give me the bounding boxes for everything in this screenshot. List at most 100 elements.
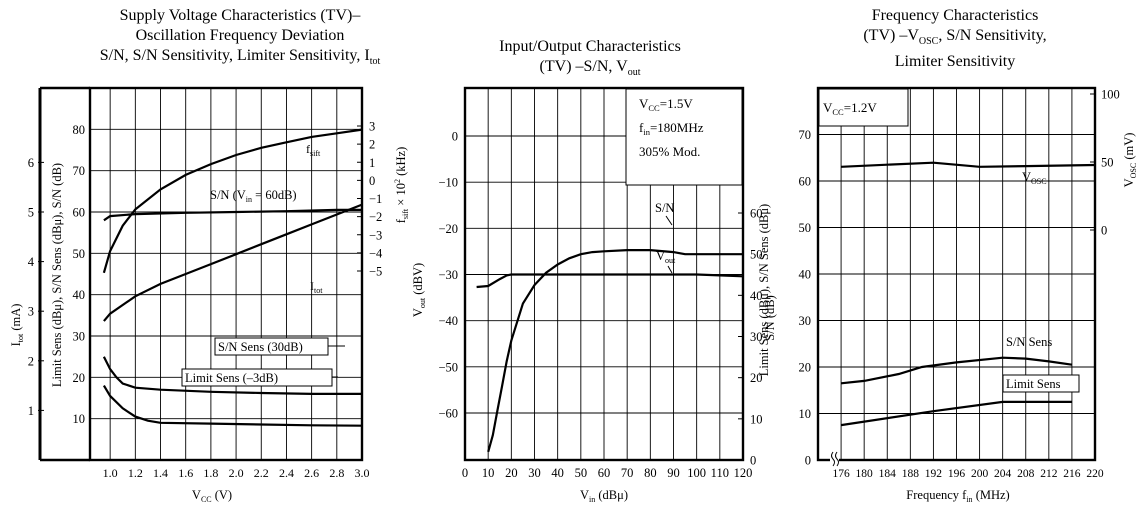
chart3-curves xyxy=(840,161,1096,427)
chart3-label-limsens: Limit Sens xyxy=(1006,377,1061,391)
chart3-ytick-label-left: 30 xyxy=(799,314,812,328)
chart2-xtick-label: 50 xyxy=(575,466,588,480)
chart1-itot-curve xyxy=(103,203,363,322)
chart2-title-line2: (TV) –S/N, Vout xyxy=(539,58,641,79)
chart3-ytick-label-vosc: 50 xyxy=(1101,156,1114,170)
chart2-xtick-label: 80 xyxy=(644,466,657,480)
chart3-xtick-label: 204 xyxy=(994,468,1012,480)
chart2-ytick-label-vout: −60 xyxy=(438,407,458,421)
chart2-label-vout: Vout xyxy=(656,249,676,265)
chart1-fsift-tick-label: −2 xyxy=(369,210,382,224)
chart2-xtick-label: 120 xyxy=(734,466,753,480)
chart2-plot-frame xyxy=(463,86,745,462)
chart3-xlabel: Frequency fin (MHz) xyxy=(906,488,1009,504)
chart1-xtick-label: 1.6 xyxy=(178,466,193,480)
chart2-ytick-label-vout: −40 xyxy=(438,314,458,328)
chart3-ytick-label-vosc: 0 xyxy=(1101,224,1107,238)
chart1-fsift-tick-label: 1 xyxy=(369,156,375,170)
chart3-ytick-label-left: 20 xyxy=(799,361,812,375)
chart3-xtick-label: 216 xyxy=(1063,468,1081,480)
chart1-xtick-label: 2.4 xyxy=(279,466,294,480)
chart1-db-tick-label: 80 xyxy=(73,123,86,137)
chart2-ytick-label-sn: 20 xyxy=(750,371,763,385)
chart2-ytick-label-sn: 0 xyxy=(750,454,756,468)
chart2-ytick-label-vout: −20 xyxy=(438,222,458,236)
chart2-ylabel-sn: S/N (dB) xyxy=(763,295,777,341)
chart2-ytick-label-sn: 10 xyxy=(750,412,763,426)
chart1-db-tick-label: 50 xyxy=(73,247,86,261)
chart2-title-line1: Input/Output Characteristics xyxy=(499,38,681,55)
chart1-xtick-label: 1.8 xyxy=(203,466,218,480)
chart3-label-snsens: S/N Sens xyxy=(1006,335,1052,349)
chart1-db-tick-label: 60 xyxy=(73,206,86,220)
chart1-xtick-label: 2.2 xyxy=(254,466,269,480)
chart2-xtick-label: 70 xyxy=(621,466,634,480)
chart2-xtick-label: 100 xyxy=(687,466,706,480)
chart3-title-line2: (TV) –VOSC, S/N Sensitivity, xyxy=(863,27,1047,48)
chart1-fsift-tick-label: −4 xyxy=(369,246,383,260)
chart1-ylabel-db: Limit Sens (dBμ), S/N Sens (dBμ), S/N (d… xyxy=(50,163,64,387)
chart3-xtick-label: 192 xyxy=(925,468,943,480)
chart1-xtick-label: 1.0 xyxy=(103,466,118,480)
chart3-cond-vcc: VCC=1.2V xyxy=(823,100,877,117)
chart1-db-tick-label: 30 xyxy=(73,330,86,344)
chart3-label-limsens-bg xyxy=(1002,374,1080,393)
chart3-axis-break-gap xyxy=(830,453,839,467)
chart2-ytick-label-vout: −30 xyxy=(438,268,458,282)
chart1-fsift-tick-label: −1 xyxy=(369,192,382,206)
chart1-fsift-tick-label: −3 xyxy=(369,228,382,242)
chart1-itot-tick-label: 3 xyxy=(28,305,34,319)
chart2-ytick-label-sn: 60 xyxy=(750,207,763,221)
chart2: 0 10 20 30 40 50 60 70 80 90 100 110 1200−10−20−30−4… xyxy=(411,86,777,504)
chart1-fsift-curve xyxy=(102,128,363,274)
chart3-xtick-label: 180 xyxy=(856,468,874,480)
chart2-xtick-label: 110 xyxy=(711,466,729,480)
chart3-xtick-label: 176 xyxy=(832,468,850,480)
chart3-xtick-label: 196 xyxy=(948,468,966,480)
chart1-title: Supply Voltage Characteristics (TV)– Osc… xyxy=(20,6,460,72)
chart2-xtick-label: 10 xyxy=(482,466,495,480)
chart3-xtick-label: 220 xyxy=(1086,468,1104,480)
chart1-itot-tick-label: 2 xyxy=(28,354,34,368)
chart3-ytick-label-left: 50 xyxy=(799,221,812,235)
chart2-ytick-label-sn: 50 xyxy=(750,248,763,262)
chart1-xtick-label: 2.0 xyxy=(229,466,244,480)
chart2-label-sn: S/N xyxy=(655,201,674,215)
chart1-title-line3: S/N, S/N Sensitivity, Limiter Sensitivit… xyxy=(99,47,381,68)
chart1-fsift-tick-label: 2 xyxy=(369,138,375,152)
chart2-ytick-label-vout: −10 xyxy=(438,176,458,190)
chart3-ytick-label-left: 0 xyxy=(805,454,811,468)
chart1-xtick-label: 3.0 xyxy=(355,466,370,480)
chart3-conditions-box xyxy=(818,88,909,127)
chart3-xtick-label: 188 xyxy=(902,468,920,480)
chart2-xtick-label: 30 xyxy=(528,466,541,480)
chart3: 176 180 184 188 192 196 200 204 208 212 216 2200102… xyxy=(757,86,1138,504)
chart2-cond-fin: fin=180MHz xyxy=(639,120,704,137)
chart3-ytick-label-left: 60 xyxy=(799,175,812,189)
chart2-xlabel: Vin (dBμ) xyxy=(580,488,628,504)
chart2-conditions-box xyxy=(625,88,743,186)
chart3-grid xyxy=(818,88,1096,461)
chart2-curves xyxy=(476,215,744,453)
chart3-vosc-curve xyxy=(841,161,1096,168)
chart3-label-vosc: VOSC xyxy=(1022,170,1047,186)
chart2-xtick-label: 40 xyxy=(551,466,564,480)
chart2-sn-leader xyxy=(665,215,673,226)
chart1-plot-frame xyxy=(88,86,364,462)
chart1-title-line1: Supply Voltage Characteristics (TV)– xyxy=(119,7,361,24)
chart2-sn-curve xyxy=(487,249,743,453)
chart2-ytick-label-vout: −50 xyxy=(438,360,458,374)
chart3-snsens-curve xyxy=(840,356,1073,385)
chart2-ytick-label-sn: 30 xyxy=(750,330,763,344)
chart1-db-tick-label: 20 xyxy=(73,371,86,385)
chart3-plot-frame xyxy=(816,86,1097,462)
chart3-ylabel-vosc: VOSC (mV) xyxy=(1122,133,1138,188)
chart1-fsift-tick-label: −5 xyxy=(369,265,382,279)
chart3-xtick-label: 200 xyxy=(971,468,989,480)
chart1-itot-tick-label: 4 xyxy=(28,255,35,269)
chart1-label-fsift: fsift xyxy=(306,142,321,158)
chart3-tick-labels: 176 180 184 188 192 196 200 204 208 212 216 2200102… xyxy=(799,88,1120,481)
chart1: 1.0 1.2 1.4 1.6 1.8 2.0 2.2 2.4 2.6 2.8 3.01020304… xyxy=(9,86,410,504)
chart2-ytick-label-sn: 40 xyxy=(750,289,763,303)
